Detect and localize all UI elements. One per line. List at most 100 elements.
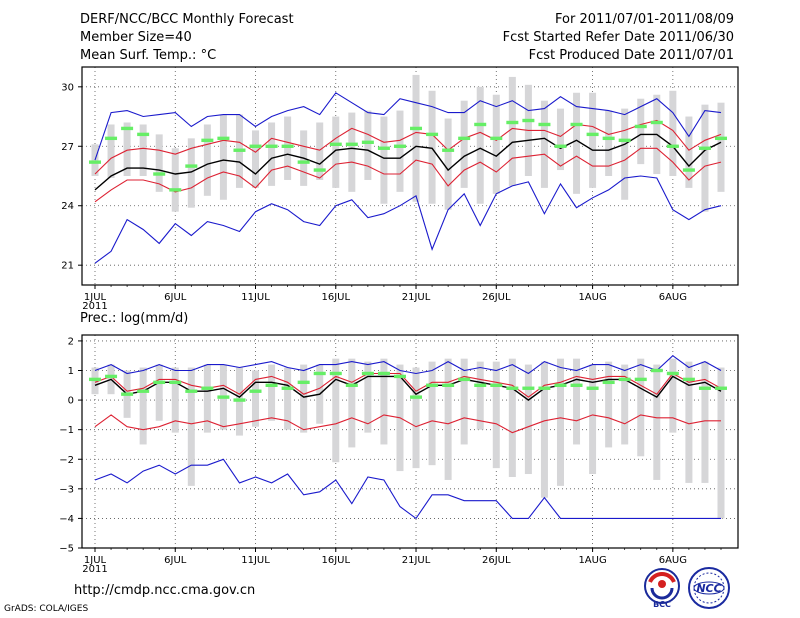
p2-observed-10JUL bbox=[233, 398, 246, 402]
p1-ytick-label: 27 bbox=[61, 142, 74, 153]
p2-box-22JUL bbox=[428, 361, 436, 466]
p1-box-9JUL bbox=[219, 114, 227, 200]
p1-observed-30JUL bbox=[554, 144, 567, 148]
p1-xtick-label-16JUL: 16JUL bbox=[321, 292, 350, 303]
p1-observed-1AUG bbox=[586, 132, 599, 137]
p2-box-27JUL bbox=[508, 358, 516, 477]
p2-observed-31JUL bbox=[570, 383, 583, 387]
p2-series-upper bbox=[94, 372, 722, 398]
p2-box-4JUL bbox=[139, 367, 147, 445]
p2-observed-8JUL bbox=[201, 386, 214, 390]
p1-box-9AUG bbox=[717, 102, 725, 192]
p1-observed-9JUL bbox=[217, 136, 230, 141]
p2-box-28JUL bbox=[524, 364, 532, 475]
ncc-logo-icon: NCC bbox=[688, 567, 730, 609]
p1-observed-4AUG bbox=[634, 124, 647, 129]
p1-box-8AUG bbox=[701, 104, 709, 212]
p2-box-5JUL bbox=[155, 364, 163, 421]
p1-box-17JUL bbox=[348, 112, 356, 192]
p1-observed-15JUL bbox=[313, 168, 326, 172]
p2-box-9AUG bbox=[717, 367, 725, 519]
p2-box-30JUL bbox=[556, 358, 564, 486]
p1-observed-13JUL bbox=[281, 144, 294, 148]
chart-title: DERF/NCC/BCC Monthly Forecast bbox=[80, 12, 294, 27]
p2-xtick-label-1JUL: 1JUL bbox=[84, 555, 107, 566]
p1-observed-24JUL bbox=[458, 136, 471, 141]
p1-observed-3JUL bbox=[121, 126, 134, 131]
p1-observed-3AUG bbox=[618, 138, 631, 143]
p1-box-7AUG bbox=[685, 116, 693, 188]
p2-observed-14JUL bbox=[297, 380, 310, 385]
p1-box-12JUL bbox=[268, 122, 276, 186]
p1-box-4AUG bbox=[637, 98, 645, 165]
p1-observed-16JUL bbox=[329, 142, 342, 146]
p2-box-17JUL bbox=[348, 358, 356, 448]
p2-observed-28JUL bbox=[522, 386, 535, 390]
p2-box-11JUL bbox=[252, 370, 260, 427]
p1-observed-21JUL bbox=[410, 126, 423, 131]
p1-observed-10JUL bbox=[233, 148, 246, 152]
p2-box-23JUL bbox=[444, 358, 452, 480]
p2-ytick-label: −1 bbox=[59, 425, 74, 436]
p2-observed-25JUL bbox=[474, 383, 487, 387]
p1-box-27JUL bbox=[508, 76, 516, 186]
p1-observed-5JUL bbox=[153, 172, 166, 176]
p2-observed-6AUG bbox=[666, 371, 679, 376]
p1-observed-8JUL bbox=[201, 138, 214, 143]
p1-box-2JUL bbox=[107, 124, 115, 178]
p1-observed-11JUL bbox=[249, 144, 262, 148]
p2-observed-8AUG bbox=[698, 386, 711, 390]
p2-observed-16JUL bbox=[329, 371, 342, 376]
p1-box-19JUL bbox=[380, 116, 388, 204]
p2-box-24JUL bbox=[460, 358, 468, 445]
p1-observed-12JUL bbox=[265, 144, 278, 148]
p2-observed-27JUL bbox=[506, 386, 519, 390]
p2-box-6AUG bbox=[669, 358, 677, 433]
p1-box-1JUL bbox=[91, 144, 99, 176]
p1-box-26JUL bbox=[492, 94, 500, 194]
p2-box-8AUG bbox=[701, 361, 709, 483]
source-url[interactable]: http://cmdp.ncc.cma.gov.cn bbox=[74, 583, 256, 598]
p2-box-1AUG bbox=[589, 364, 597, 475]
p2-box-12JUL bbox=[268, 364, 276, 421]
p2-box-2AUG bbox=[605, 361, 613, 448]
p2-ytick-label: 0 bbox=[68, 396, 74, 407]
p1-observed-7AUG bbox=[682, 168, 695, 172]
p2-observed-6JUL bbox=[169, 380, 182, 385]
p1-observed-17JUL bbox=[345, 142, 358, 146]
p2-xtick-year: 2011 bbox=[82, 564, 107, 575]
p2-box-7AUG bbox=[685, 361, 693, 483]
p2-box-19JUL bbox=[380, 358, 388, 445]
p2-ytick-label: −4 bbox=[59, 514, 74, 525]
p2-xtick-label-16JUL: 16JUL bbox=[321, 555, 350, 566]
p1-ytick-label: 30 bbox=[61, 82, 74, 93]
p1-observed-2JUL bbox=[105, 136, 118, 141]
p2-box-16JUL bbox=[332, 358, 340, 463]
p1-box-18JUL bbox=[364, 110, 372, 180]
p1-series-lower bbox=[94, 147, 722, 203]
p2-box-18JUL bbox=[364, 361, 372, 433]
p2-observed-26JUL bbox=[490, 383, 503, 387]
p1-frame bbox=[81, 66, 739, 286]
p2-box-8JUL bbox=[203, 364, 211, 433]
p2-ytick-label: −5 bbox=[59, 544, 74, 555]
p1-observed-22JUL bbox=[426, 132, 439, 137]
p1-observed-1JUL bbox=[89, 160, 101, 164]
p2-box-4AUG bbox=[637, 358, 645, 457]
p2-observed-19JUL bbox=[377, 371, 390, 376]
p2-xtick-label-21JUL: 21JUL bbox=[402, 555, 431, 566]
p1-box-2AUG bbox=[605, 110, 613, 176]
p2-ytick-label: −2 bbox=[59, 455, 74, 466]
p2-xtick-label-11JUL: 11JUL bbox=[241, 555, 270, 566]
p1-xtick-label-26JUL: 26JUL bbox=[482, 292, 511, 303]
p1-xtick-label-11JUL: 11JUL bbox=[241, 292, 270, 303]
p2-series-max bbox=[94, 354, 722, 375]
p1-box-24JUL bbox=[460, 100, 468, 188]
p1-series-max bbox=[94, 92, 722, 161]
p2-box-6JUL bbox=[171, 367, 179, 433]
p2-xtick-label-6JUL: 6JUL bbox=[164, 555, 187, 566]
p1-box-13JUL bbox=[284, 116, 292, 180]
p1-xtick-label-1AUG: 1AUG bbox=[578, 292, 606, 303]
p2-ytick-label: 1 bbox=[68, 366, 74, 377]
